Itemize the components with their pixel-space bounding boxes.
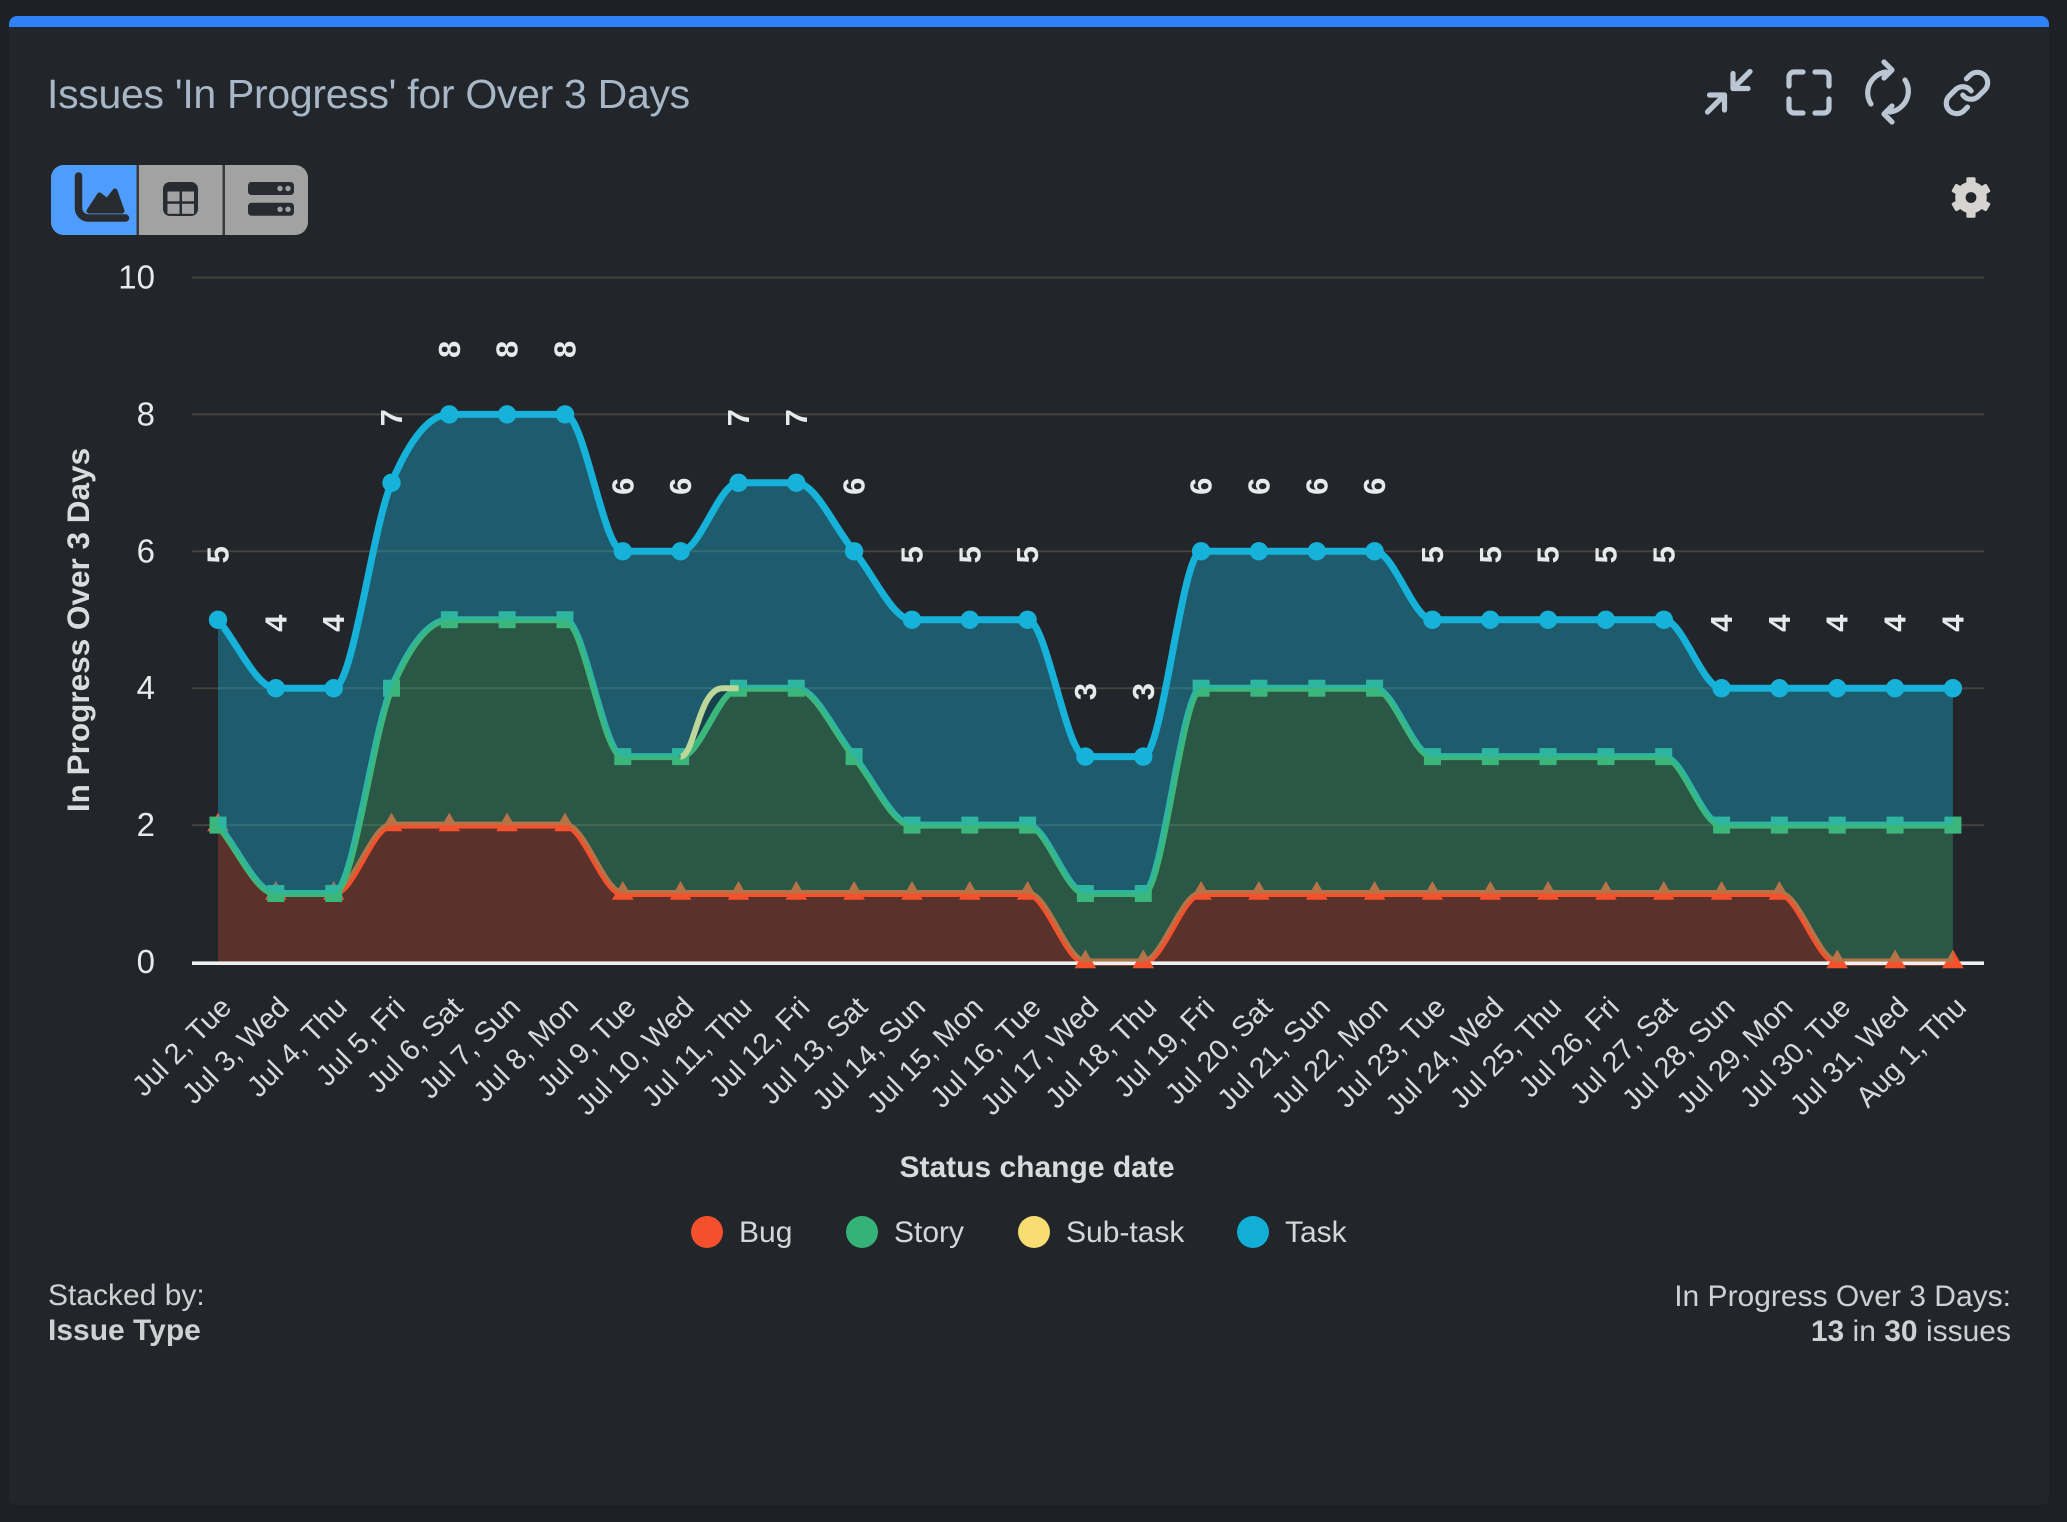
svg-text:13 in 30 issues: 13 in 30 issues [1811, 1315, 2011, 1348]
svg-text:5: 5 [1646, 546, 1681, 563]
svg-text:4: 4 [316, 614, 351, 632]
svg-text:2: 2 [137, 806, 155, 843]
svg-text:4: 4 [1935, 614, 1970, 632]
svg-text:5: 5 [1588, 546, 1623, 563]
svg-text:7: 7 [374, 409, 409, 426]
svg-text:7: 7 [721, 409, 756, 426]
svg-text:6: 6 [1184, 478, 1219, 495]
svg-text:Task: Task [1285, 1216, 1348, 1249]
svg-text:5: 5 [1531, 546, 1566, 563]
svg-text:5: 5 [895, 546, 930, 563]
svg-text:7: 7 [779, 409, 814, 426]
svg-text:8: 8 [432, 341, 467, 358]
svg-text:8: 8 [137, 395, 155, 432]
svg-text:5: 5 [1010, 546, 1045, 563]
svg-text:5: 5 [1415, 546, 1450, 563]
svg-text:Bug: Bug [739, 1216, 792, 1249]
svg-text:4: 4 [1704, 614, 1739, 632]
svg-text:In Progress Over 3 Days: In Progress Over 3 Days [60, 448, 96, 812]
svg-text:5: 5 [1473, 546, 1508, 563]
svg-text:8: 8 [548, 341, 583, 358]
svg-text:Issue Type: Issue Type [48, 1314, 201, 1347]
svg-text:3: 3 [1126, 683, 1161, 700]
svg-text:3: 3 [1068, 683, 1103, 700]
svg-text:6: 6 [1241, 478, 1276, 495]
svg-text:Issues 'In Progress' for Over: Issues 'In Progress' for Over 3 Days [47, 71, 690, 117]
svg-text:Story: Story [894, 1216, 964, 1249]
svg-text:6: 6 [137, 532, 155, 569]
svg-text:6: 6 [1357, 478, 1392, 495]
svg-text:6: 6 [1299, 478, 1334, 495]
svg-text:Stacked by:: Stacked by: [48, 1279, 205, 1312]
svg-text:6: 6 [663, 478, 698, 495]
svg-text:Sub-task: Sub-task [1066, 1216, 1185, 1249]
svg-text:4: 4 [1762, 614, 1797, 632]
svg-text:4: 4 [1820, 614, 1855, 632]
svg-text:4: 4 [1878, 614, 1913, 632]
svg-text:0: 0 [137, 943, 155, 980]
svg-text:5: 5 [201, 546, 236, 563]
svg-text:8: 8 [490, 341, 525, 358]
svg-text:10: 10 [118, 259, 155, 296]
svg-text:6: 6 [837, 478, 872, 495]
svg-text:5: 5 [952, 546, 987, 563]
svg-text:4: 4 [137, 669, 155, 706]
svg-text:4: 4 [258, 614, 293, 632]
svg-text:Status change date: Status change date [899, 1151, 1174, 1184]
svg-text:6: 6 [605, 478, 640, 495]
svg-text:In Progress Over 3 Days:: In Progress Over 3 Days: [1674, 1280, 2011, 1313]
